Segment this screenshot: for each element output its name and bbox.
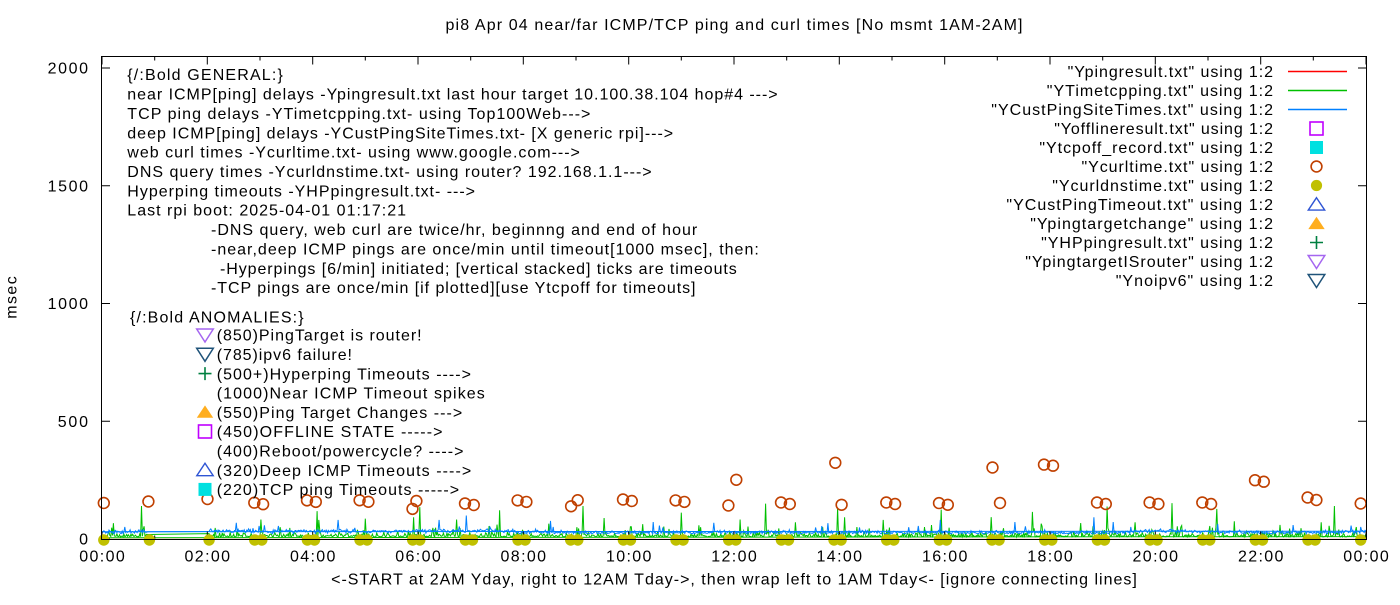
svg-text:"Ycurldnstime.txt" using 1:2: "Ycurldnstime.txt" using 1:2 xyxy=(1052,178,1273,195)
svg-text:(450)OFFLINE STATE ----->: (450)OFFLINE STATE -----> xyxy=(217,424,443,441)
svg-text:"Yofflineresult.txt" using 1:2: "Yofflineresult.txt" using 1:2 xyxy=(1054,121,1273,138)
svg-text:pi8 Apr 04 near/far ICMP/TCP: pi8 Apr 04 near/far ICMP/TCP ping and cu… xyxy=(446,17,1023,34)
svg-text:(400)Reboot/powercycle? ---->: (400)Reboot/powercycle? ----> xyxy=(217,444,464,461)
svg-text:22:00: 22:00 xyxy=(1238,549,1284,566)
svg-text:"YpingtargetISrouter" using 1:: "YpingtargetISrouter" using 1:2 xyxy=(1025,254,1273,271)
svg-text:06:00: 06:00 xyxy=(395,549,441,566)
svg-text:08:00: 08:00 xyxy=(501,549,547,566)
svg-text:"Ypingresult.txt" using 1:2: "Ypingresult.txt" using 1:2 xyxy=(1068,64,1273,81)
svg-text:(1000)Near ICMP Timeout spikes: (1000)Near ICMP Timeout spikes xyxy=(217,386,485,403)
svg-text:DNS query times -Ycurldnstime.: DNS query times -Ycurldnstime.txt- using… xyxy=(127,164,651,181)
svg-text:<-START at 2AM Yday, right to: <-START at 2AM Yday, right to 12AM Tday-… xyxy=(331,572,1137,589)
svg-text:16:00: 16:00 xyxy=(922,549,968,566)
svg-text:1500: 1500 xyxy=(48,178,88,195)
svg-text:"Ypingtargetchange" using 1:2: "Ypingtargetchange" using 1:2 xyxy=(1030,216,1273,233)
svg-text:500: 500 xyxy=(58,414,88,431)
svg-text:Hyperping timeouts -YHPpingres: Hyperping timeouts -YHPpingresult.txt- -… xyxy=(127,183,475,200)
svg-text:"Ynoipv6" using 1:2: "Ynoipv6" using 1:2 xyxy=(1116,273,1273,290)
svg-text:web curl times -Ycurltime.txt-: web curl times -Ycurltime.txt- using www… xyxy=(126,145,580,162)
svg-text:10:00: 10:00 xyxy=(606,549,652,566)
svg-text:2000: 2000 xyxy=(48,61,88,78)
svg-text:near ICMP[ping] delays -Ypingr: near ICMP[ping] delays -Ypingresult.txt … xyxy=(127,87,777,104)
svg-text:00:00: 00:00 xyxy=(1343,549,1389,566)
svg-text:-Hyperpings [6/min] initiated;: -Hyperpings [6/min] initiated; [vertical… xyxy=(220,261,737,278)
svg-text:-DNS query, web curl are twice: -DNS query, web curl are twice/hr, begin… xyxy=(211,222,698,239)
svg-text:{/:Bold ANOMALIES:}: {/:Bold ANOMALIES:} xyxy=(130,309,304,326)
svg-text:deep ICMP[ping] delays -YCustP: deep ICMP[ping] delays -YCustPingSiteTim… xyxy=(127,125,673,142)
svg-text:Last rpi boot: 2025-04-01 01:1: Last rpi boot: 2025-04-01 01:17:21 xyxy=(127,203,406,220)
svg-text:"Ytcpoff_record.txt" using 1:2: "Ytcpoff_record.txt" using 1:2 xyxy=(1039,140,1273,157)
svg-text:TCP ping delays -YTimetcpping.: TCP ping delays -YTimetcpping.txt- using… xyxy=(127,106,590,123)
svg-text:"YCustPingTimeout.txt" using 1: "YCustPingTimeout.txt" using 1:2 xyxy=(1006,197,1273,214)
svg-text:(550)Ping Target Changes --->: (550)Ping Target Changes ---> xyxy=(217,405,463,422)
svg-text:(320)Deep ICMP Timeouts ---->: (320)Deep ICMP Timeouts ----> xyxy=(217,463,472,480)
svg-text:(220)TCP ping Timeouts ----->: (220)TCP ping Timeouts -----> xyxy=(217,482,459,499)
svg-text:02:00: 02:00 xyxy=(185,549,231,566)
svg-text:-near,deep ICMP pings are once: -near,deep ICMP pings are once/min until… xyxy=(211,241,759,258)
svg-text:(785)ipv6 failure!: (785)ipv6 failure! xyxy=(217,347,352,364)
svg-text:{/:Bold GENERAL:}: {/:Bold GENERAL:} xyxy=(127,67,283,84)
svg-text:04:00: 04:00 xyxy=(290,549,336,566)
svg-text:"YCustPingSiteTimes.txt" using: "YCustPingSiteTimes.txt" using 1:2 xyxy=(991,102,1273,119)
svg-text:"YHPpingresult.txt" using 1:2: "YHPpingresult.txt" using 1:2 xyxy=(1041,235,1273,252)
svg-text:20:00: 20:00 xyxy=(1133,549,1179,566)
svg-text:(500+)Hyperping Timeouts ---->: (500+)Hyperping Timeouts ----> xyxy=(217,366,471,383)
svg-text:12:00: 12:00 xyxy=(711,549,757,566)
svg-text:00:00: 00:00 xyxy=(79,549,125,566)
svg-text:(850)PingTarget is router!: (850)PingTarget is router! xyxy=(217,328,422,345)
svg-text:1000: 1000 xyxy=(48,296,88,313)
svg-text:18:00: 18:00 xyxy=(1027,549,1073,566)
svg-text:0: 0 xyxy=(79,532,88,549)
svg-text:"YTimetcpping.txt" using 1:2: "YTimetcpping.txt" using 1:2 xyxy=(1047,83,1273,100)
svg-text:"Ycurltime.txt" using 1:2: "Ycurltime.txt" using 1:2 xyxy=(1082,159,1274,176)
svg-text:14:00: 14:00 xyxy=(817,549,863,566)
svg-text:msec: msec xyxy=(4,276,21,319)
svg-text:-TCP pings are once/min [if pl: -TCP pings are once/min [if plotted][use… xyxy=(211,280,696,297)
